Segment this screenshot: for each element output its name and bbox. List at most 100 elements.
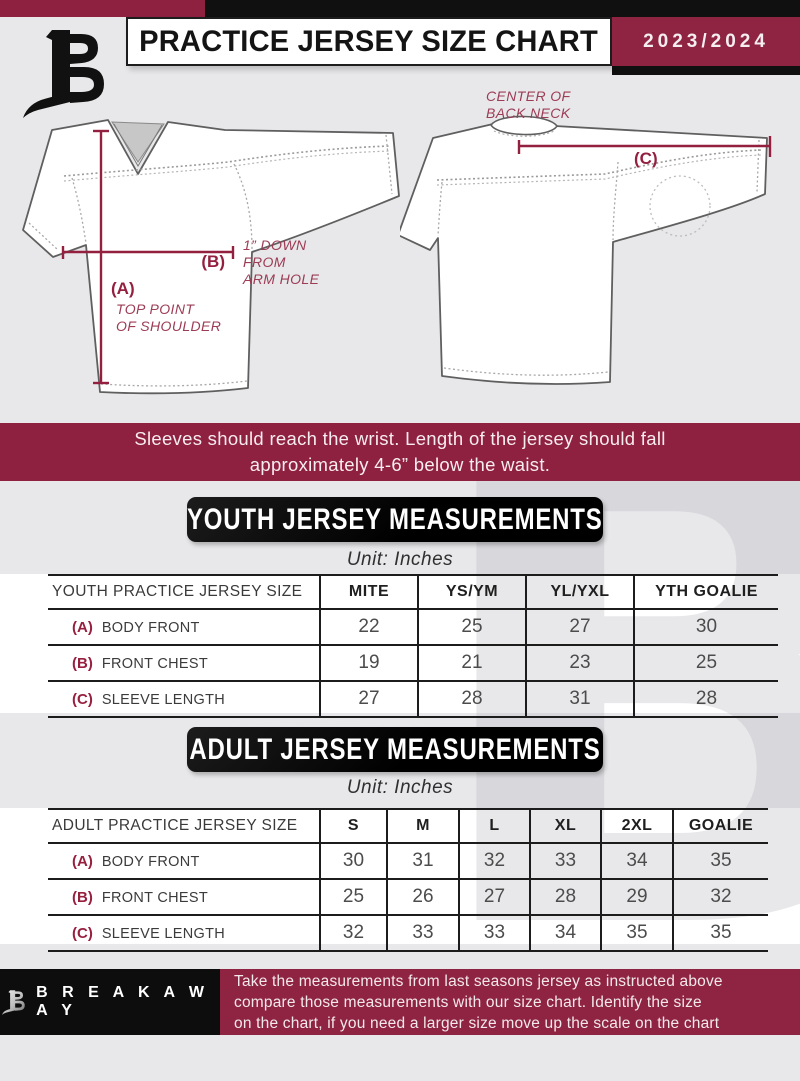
footer: B R E A K A W A Y Take the measurements … xyxy=(0,969,800,1035)
youth-row-b-label: (B) FRONT CHEST xyxy=(48,644,320,681)
season-badge: 2023/2024 xyxy=(612,17,800,66)
youth-header-goalie: YTH GOALIE xyxy=(633,574,778,609)
cell-value: 27 xyxy=(525,608,634,645)
row-label: BODY FRONT xyxy=(101,854,200,870)
front-b-text-line1: 1” DOWN xyxy=(243,237,307,253)
breakaway-b-logo-small-icon xyxy=(1,990,25,1015)
youth-banner-label: YOUTH JERSEY MEASUREMENTS xyxy=(187,502,603,536)
cell-value: 32 xyxy=(319,914,387,952)
footer-instruction-line1: Take the measurements from last seasons … xyxy=(234,972,723,990)
table-row: (C) SLEEVE LENGTH 27 28 31 28 xyxy=(48,680,778,718)
front-b-text-line2: FROM xyxy=(243,254,286,270)
cell-value: 25 xyxy=(633,644,778,681)
adult-header-goalie: GOALIE xyxy=(672,808,768,843)
cell-value: 28 xyxy=(633,680,778,718)
cell-value: 25 xyxy=(417,608,526,645)
cell-value: 19 xyxy=(319,644,418,681)
cell-value: 26 xyxy=(386,878,459,915)
back-neck-line1: CENTER OF xyxy=(486,88,571,104)
adult-header-s: S xyxy=(319,808,387,843)
cell-value: 31 xyxy=(525,680,634,718)
youth-section-banner: YOUTH JERSEY MEASUREMENTS xyxy=(187,497,603,542)
cell-value: 32 xyxy=(672,878,768,915)
front-jersey-diagram xyxy=(22,119,400,395)
top-maroon-strip xyxy=(0,0,205,17)
notice-line2: approximately 4-6” below the waist. xyxy=(249,454,551,475)
youth-header-size-label: YOUTH PRACTICE JERSEY SIZE xyxy=(48,574,320,609)
row-key: (C) xyxy=(72,925,93,942)
row-key: (A) xyxy=(72,619,93,636)
adult-header-size-label: ADULT PRACTICE JERSEY SIZE xyxy=(48,808,320,843)
front-label-a: (A) xyxy=(111,279,135,298)
page-title: PRACTICE JERSEY SIZE CHART xyxy=(139,24,599,58)
page-title-box: PRACTICE JERSEY SIZE CHART xyxy=(126,17,612,66)
row-label: SLEEVE LENGTH xyxy=(101,692,225,708)
adult-header-2xl: 2XL xyxy=(600,808,673,843)
cell-value: 30 xyxy=(633,608,778,645)
back-neck-text: CENTER OF BACK NECK xyxy=(486,88,571,122)
front-label-a-text: TOP POINT OF SHOULDER xyxy=(116,301,221,335)
front-b-text-line3: ARM HOLE xyxy=(243,271,320,287)
cell-value: 27 xyxy=(319,680,418,718)
cell-value: 30 xyxy=(319,842,387,879)
youth-header-ysym: YS/YM xyxy=(417,574,526,609)
measurement-line-c xyxy=(517,136,772,157)
cell-value: 28 xyxy=(529,878,601,915)
front-a-text-line2: OF SHOULDER xyxy=(116,318,222,334)
youth-row-c-label: (C) SLEEVE LENGTH xyxy=(48,680,320,718)
adult-header-xl: XL xyxy=(529,808,601,843)
row-key: (B) xyxy=(72,655,93,672)
cell-value: 35 xyxy=(600,914,673,952)
youth-unit-label: Unit: Inches xyxy=(346,549,454,570)
youth-row-a-label: (A) BODY FRONT xyxy=(48,608,320,645)
table-row: (B) FRONT CHEST 25 26 27 28 29 32 xyxy=(48,878,768,915)
front-a-text-line1: TOP POINT xyxy=(116,301,195,317)
row-label: FRONT CHEST xyxy=(101,890,208,906)
row-label: FRONT CHEST xyxy=(101,656,208,672)
adult-row-a-label: (A) BODY FRONT xyxy=(48,842,320,879)
row-label: SLEEVE LENGTH xyxy=(101,926,225,942)
top-black-strip xyxy=(205,0,612,17)
cell-value: 25 xyxy=(319,878,387,915)
table-row: (C) SLEEVE LENGTH 32 33 33 34 35 35 xyxy=(48,914,768,952)
adult-header-m: M xyxy=(386,808,459,843)
cell-value: 34 xyxy=(529,914,601,952)
back-neck-line2: BACK NECK xyxy=(486,105,571,121)
cell-value: 35 xyxy=(672,842,768,879)
footer-instruction-line2: compare those measurements with our size… xyxy=(234,993,702,1011)
cell-value: 21 xyxy=(417,644,526,681)
youth-size-table: YOUTH PRACTICE JERSEY SIZE MITE YS/YM YL… xyxy=(48,574,778,718)
footer-instruction-line3: on the chart, if you need a larger size … xyxy=(234,1014,720,1032)
youth-header-row: YOUTH PRACTICE JERSEY SIZE MITE YS/YM YL… xyxy=(48,574,778,609)
adult-size-table: ADULT PRACTICE JERSEY SIZE S M L XL 2XL … xyxy=(48,808,768,952)
front-label-b: (B) xyxy=(201,252,225,271)
cell-value: 34 xyxy=(600,842,673,879)
row-key: (B) xyxy=(72,889,93,906)
cell-value: 33 xyxy=(386,914,459,952)
cell-value: 33 xyxy=(458,914,530,952)
footer-brand-name: B R E A K A W A Y xyxy=(36,984,209,1019)
adult-header-l: L xyxy=(458,808,530,843)
back-label-c: (C) xyxy=(634,149,658,168)
row-key: (C) xyxy=(72,691,93,708)
cell-value: 32 xyxy=(458,842,530,879)
fit-notice-banner: Sleeves should reach the wrist. Length o… xyxy=(0,423,800,481)
table-row: (A) BODY FRONT 22 25 27 30 xyxy=(48,608,778,645)
table-row: (A) BODY FRONT 30 31 32 33 34 35 xyxy=(48,842,768,879)
cell-value: 22 xyxy=(319,608,418,645)
front-label-b-text: 1” DOWN FROM ARM HOLE xyxy=(243,237,319,288)
youth-header-ylyxl: YL/YXL xyxy=(525,574,634,609)
row-key: (A) xyxy=(72,853,93,870)
measurement-line-b xyxy=(61,246,235,259)
cell-value: 29 xyxy=(600,878,673,915)
cell-value: 31 xyxy=(386,842,459,879)
footer-instructions: Take the measurements from last seasons … xyxy=(220,969,800,1035)
table-row: (B) FRONT CHEST 19 21 23 25 xyxy=(48,644,778,681)
breakaway-b-logo-icon xyxy=(23,30,104,118)
cell-value: 28 xyxy=(417,680,526,718)
adult-banner-label: ADULT JERSEY MEASUREMENTS xyxy=(189,732,601,766)
cell-value: 33 xyxy=(529,842,601,879)
footer-brand-block: B R E A K A W A Y xyxy=(0,969,220,1035)
adult-row-c-label: (C) SLEEVE LENGTH xyxy=(48,914,320,952)
row-label: BODY FRONT xyxy=(101,620,200,636)
